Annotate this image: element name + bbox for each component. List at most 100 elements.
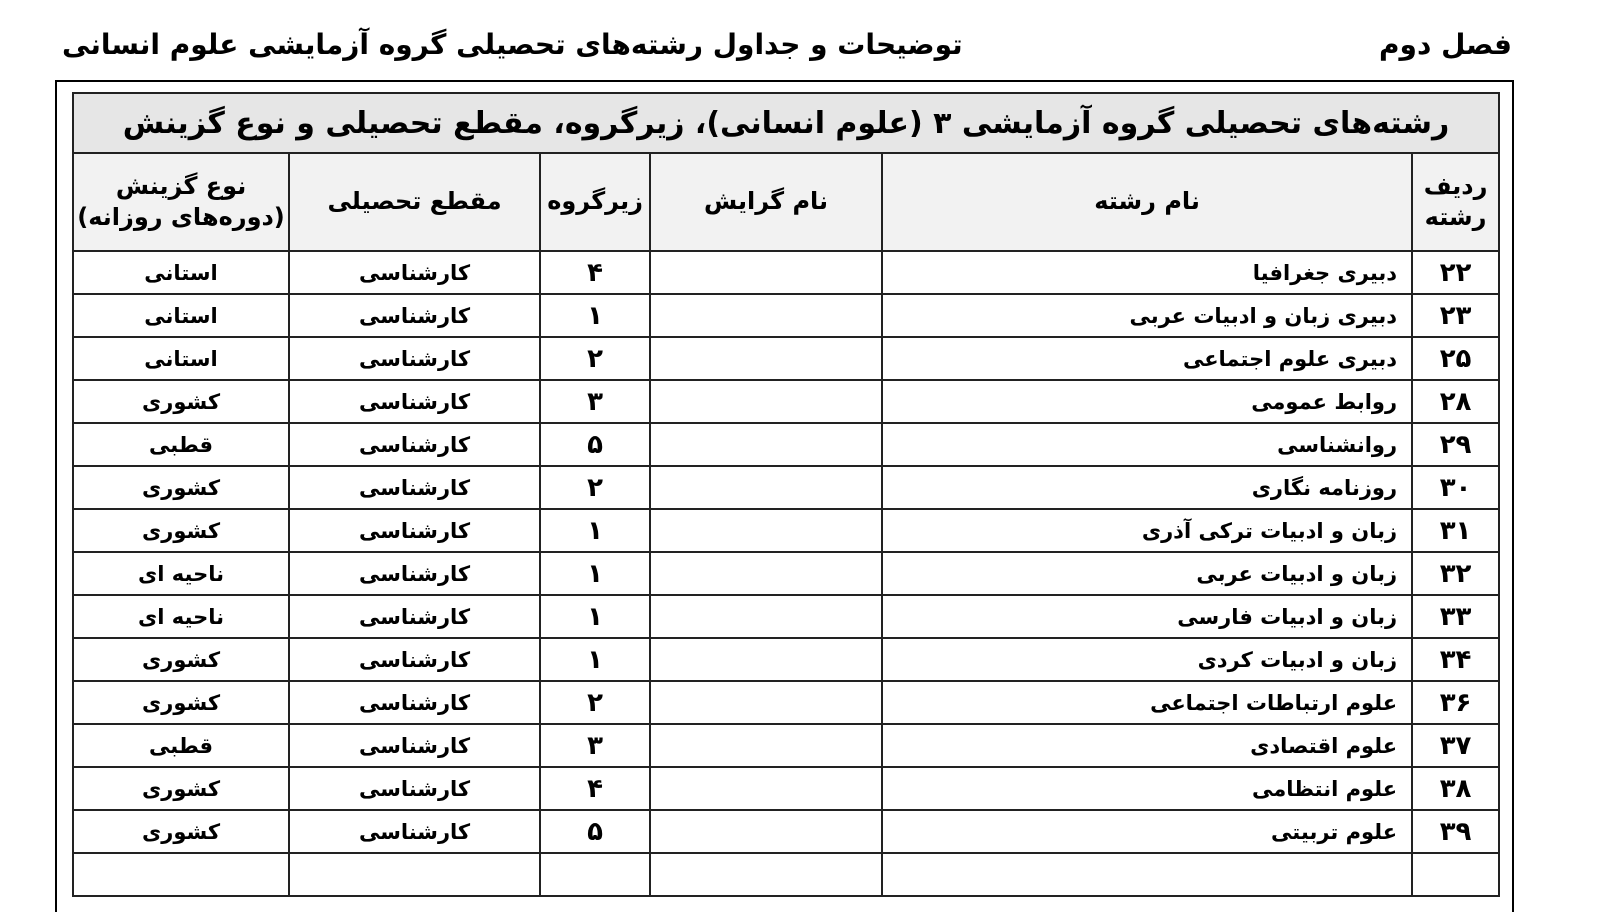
branch-name-cell xyxy=(649,594,884,639)
table-body: ۲۲ دبیری جغرافیا ۴ کارشناسی استانی ۲۳ دبیری زب… xyxy=(71,250,1501,897)
majors-table: رشته‌های تحصیلی گروه آزمایشی ۳ (علوم انس… xyxy=(71,92,1501,897)
branch-name-cell xyxy=(649,379,884,424)
row-id-cell: ۲۲ xyxy=(1411,250,1501,295)
empty-cell xyxy=(1411,852,1501,897)
table-row: ۳۶ علوم ارتباطات اجتماعی ۲ کارشناسی کشوری xyxy=(71,680,1501,725)
subgroup-cell: ۵ xyxy=(539,809,652,854)
branch-name-cell xyxy=(649,637,884,682)
selection-type-cell: ناحیه ای xyxy=(71,594,291,639)
row-id-cell: ۳۹ xyxy=(1411,809,1501,854)
major-name-cell: علوم تربیتی xyxy=(881,809,1414,854)
major-name-cell: زبان و ادبیات کردی xyxy=(881,637,1414,682)
major-name-cell: علوم اقتصادی xyxy=(881,723,1414,768)
branch-name-cell xyxy=(649,250,884,295)
major-name-cell: زبان و ادبیات فارسی xyxy=(881,594,1414,639)
branch-name-cell xyxy=(649,551,884,596)
empty-cell xyxy=(649,852,884,897)
major-name-cell: زبان و ادبیات ترکی آذری xyxy=(881,508,1414,553)
row-id-cell: ۲۵ xyxy=(1411,336,1501,381)
table-row: ۲۵ دبیری علوم اجتماعی ۲ کارشناسی استانی xyxy=(71,336,1501,381)
major-name-cell: روابط عمومی xyxy=(881,379,1414,424)
degree-level-cell: کارشناسی xyxy=(288,379,542,424)
empty-cell xyxy=(881,852,1414,897)
table-row: ۳۱ زبان و ادبیات ترکی آذری ۱ کارشناسی کشوری xyxy=(71,508,1501,553)
page-header: فصل دوم توضیحات و جداول رشته‌های تحصیلی … xyxy=(62,22,1512,72)
degree-level-cell: کارشناسی xyxy=(288,336,542,381)
degree-level-cell: کارشناسی xyxy=(288,809,542,854)
table-row: ۳۳ زبان و ادبیات فارسی ۱ کارشناسی ناحیه ای xyxy=(71,594,1501,639)
branch-name-cell xyxy=(649,680,884,725)
major-name-cell: علوم ارتباطات اجتماعی xyxy=(881,680,1414,725)
chapter-label: فصل دوم xyxy=(1379,28,1512,61)
table-row: ۳۸ علوم انتظامی ۴ کارشناسی کشوری xyxy=(71,766,1501,811)
branch-name-cell xyxy=(649,465,884,510)
running-title: توضیحات و جداول رشته‌های تحصیلی گروه آزم… xyxy=(62,28,963,61)
subgroup-cell: ۲ xyxy=(539,465,652,510)
selection-type-cell: استانی xyxy=(71,336,291,381)
subgroup-cell: ۱ xyxy=(539,293,652,338)
table-row: ۲۳ دبیری زبان و ادبیات عربی ۱ کارشناسی استان… xyxy=(71,293,1501,338)
col-header-selection: نوع گزینش (دوره‌های روزانه) xyxy=(71,152,291,252)
selection-type-cell: کشوری xyxy=(71,766,291,811)
degree-level-cell: کارشناسی xyxy=(288,422,542,467)
branch-name-cell xyxy=(649,336,884,381)
branch-name-cell xyxy=(649,293,884,338)
degree-level-cell: کارشناسی xyxy=(288,293,542,338)
subgroup-cell: ۱ xyxy=(539,594,652,639)
empty-cell xyxy=(288,852,542,897)
selection-type-cell: کشوری xyxy=(71,637,291,682)
major-name-cell: دبیری زبان و ادبیات عربی xyxy=(881,293,1414,338)
table-row: ۲۲ دبیری جغرافیا ۴ کارشناسی استانی xyxy=(71,250,1501,295)
subgroup-cell: ۵ xyxy=(539,422,652,467)
table-row: ۳۲ زبان و ادبیات عربی ۱ کارشناسی ناحیه ای xyxy=(71,551,1501,596)
col-header-major-name: نام رشته xyxy=(881,152,1414,252)
major-name-cell: علوم انتظامی xyxy=(881,766,1414,811)
subgroup-cell: ۴ xyxy=(539,250,652,295)
subgroup-cell: ۲ xyxy=(539,336,652,381)
branch-name-cell xyxy=(649,508,884,553)
col-header-row-id: ردیف رشته xyxy=(1411,152,1501,252)
selection-type-cell: کشوری xyxy=(71,809,291,854)
degree-level-cell: کارشناسی xyxy=(288,508,542,553)
branch-name-cell xyxy=(649,809,884,854)
degree-level-cell: کارشناسی xyxy=(288,594,542,639)
table-header-row: ردیف رشته نام رشته نام گرایش زیرگروه مقطع تح… xyxy=(71,152,1501,252)
major-name-cell: روزنامه نگاری xyxy=(881,465,1414,510)
selection-type-cell: استانی xyxy=(71,250,291,295)
subgroup-cell: ۱ xyxy=(539,637,652,682)
major-name-cell: روانشناسی xyxy=(881,422,1414,467)
major-name-cell: دبیری علوم اجتماعی xyxy=(881,336,1414,381)
degree-level-cell: کارشناسی xyxy=(288,723,542,768)
subgroup-cell: ۲ xyxy=(539,680,652,725)
table-row: ۳۰ روزنامه نگاری ۲ کارشناسی کشوری xyxy=(71,465,1501,510)
row-id-cell: ۳۴ xyxy=(1411,637,1501,682)
table-row: ۳۷ علوم اقتصادی ۳ کارشناسی قطبی xyxy=(71,723,1501,768)
page-frame xyxy=(55,80,1514,912)
row-id-cell: ۳۷ xyxy=(1411,723,1501,768)
selection-type-cell: کشوری xyxy=(71,379,291,424)
degree-level-cell: کارشناسی xyxy=(288,766,542,811)
selection-type-cell: کشوری xyxy=(71,680,291,725)
row-id-cell: ۲۳ xyxy=(1411,293,1501,338)
row-id-cell: ۲۸ xyxy=(1411,379,1501,424)
subgroup-cell: ۴ xyxy=(539,766,652,811)
row-id-cell: ۳۶ xyxy=(1411,680,1501,725)
empty-cell xyxy=(539,852,652,897)
selection-type-cell: قطبی xyxy=(71,723,291,768)
row-id-cell: ۳۳ xyxy=(1411,594,1501,639)
table-row: ۲۹ روانشناسی ۵ کارشناسی قطبی xyxy=(71,422,1501,467)
selection-type-cell: استانی xyxy=(71,293,291,338)
row-id-cell: ۳۰ xyxy=(1411,465,1501,510)
degree-level-cell: کارشناسی xyxy=(288,680,542,725)
degree-level-cell: کارشناسی xyxy=(288,551,542,596)
col-header-subgroup: زیرگروه xyxy=(539,152,652,252)
row-id-cell: ۳۱ xyxy=(1411,508,1501,553)
subgroup-cell: ۳ xyxy=(539,379,652,424)
row-id-cell: ۳۸ xyxy=(1411,766,1501,811)
selection-type-cell: قطبی xyxy=(71,422,291,467)
branch-name-cell xyxy=(649,422,884,467)
empty-cell xyxy=(71,852,291,897)
selection-type-cell: ناحیه ای xyxy=(71,551,291,596)
subgroup-cell: ۳ xyxy=(539,723,652,768)
col-header-level: مقطع تحصیلی xyxy=(288,152,542,252)
